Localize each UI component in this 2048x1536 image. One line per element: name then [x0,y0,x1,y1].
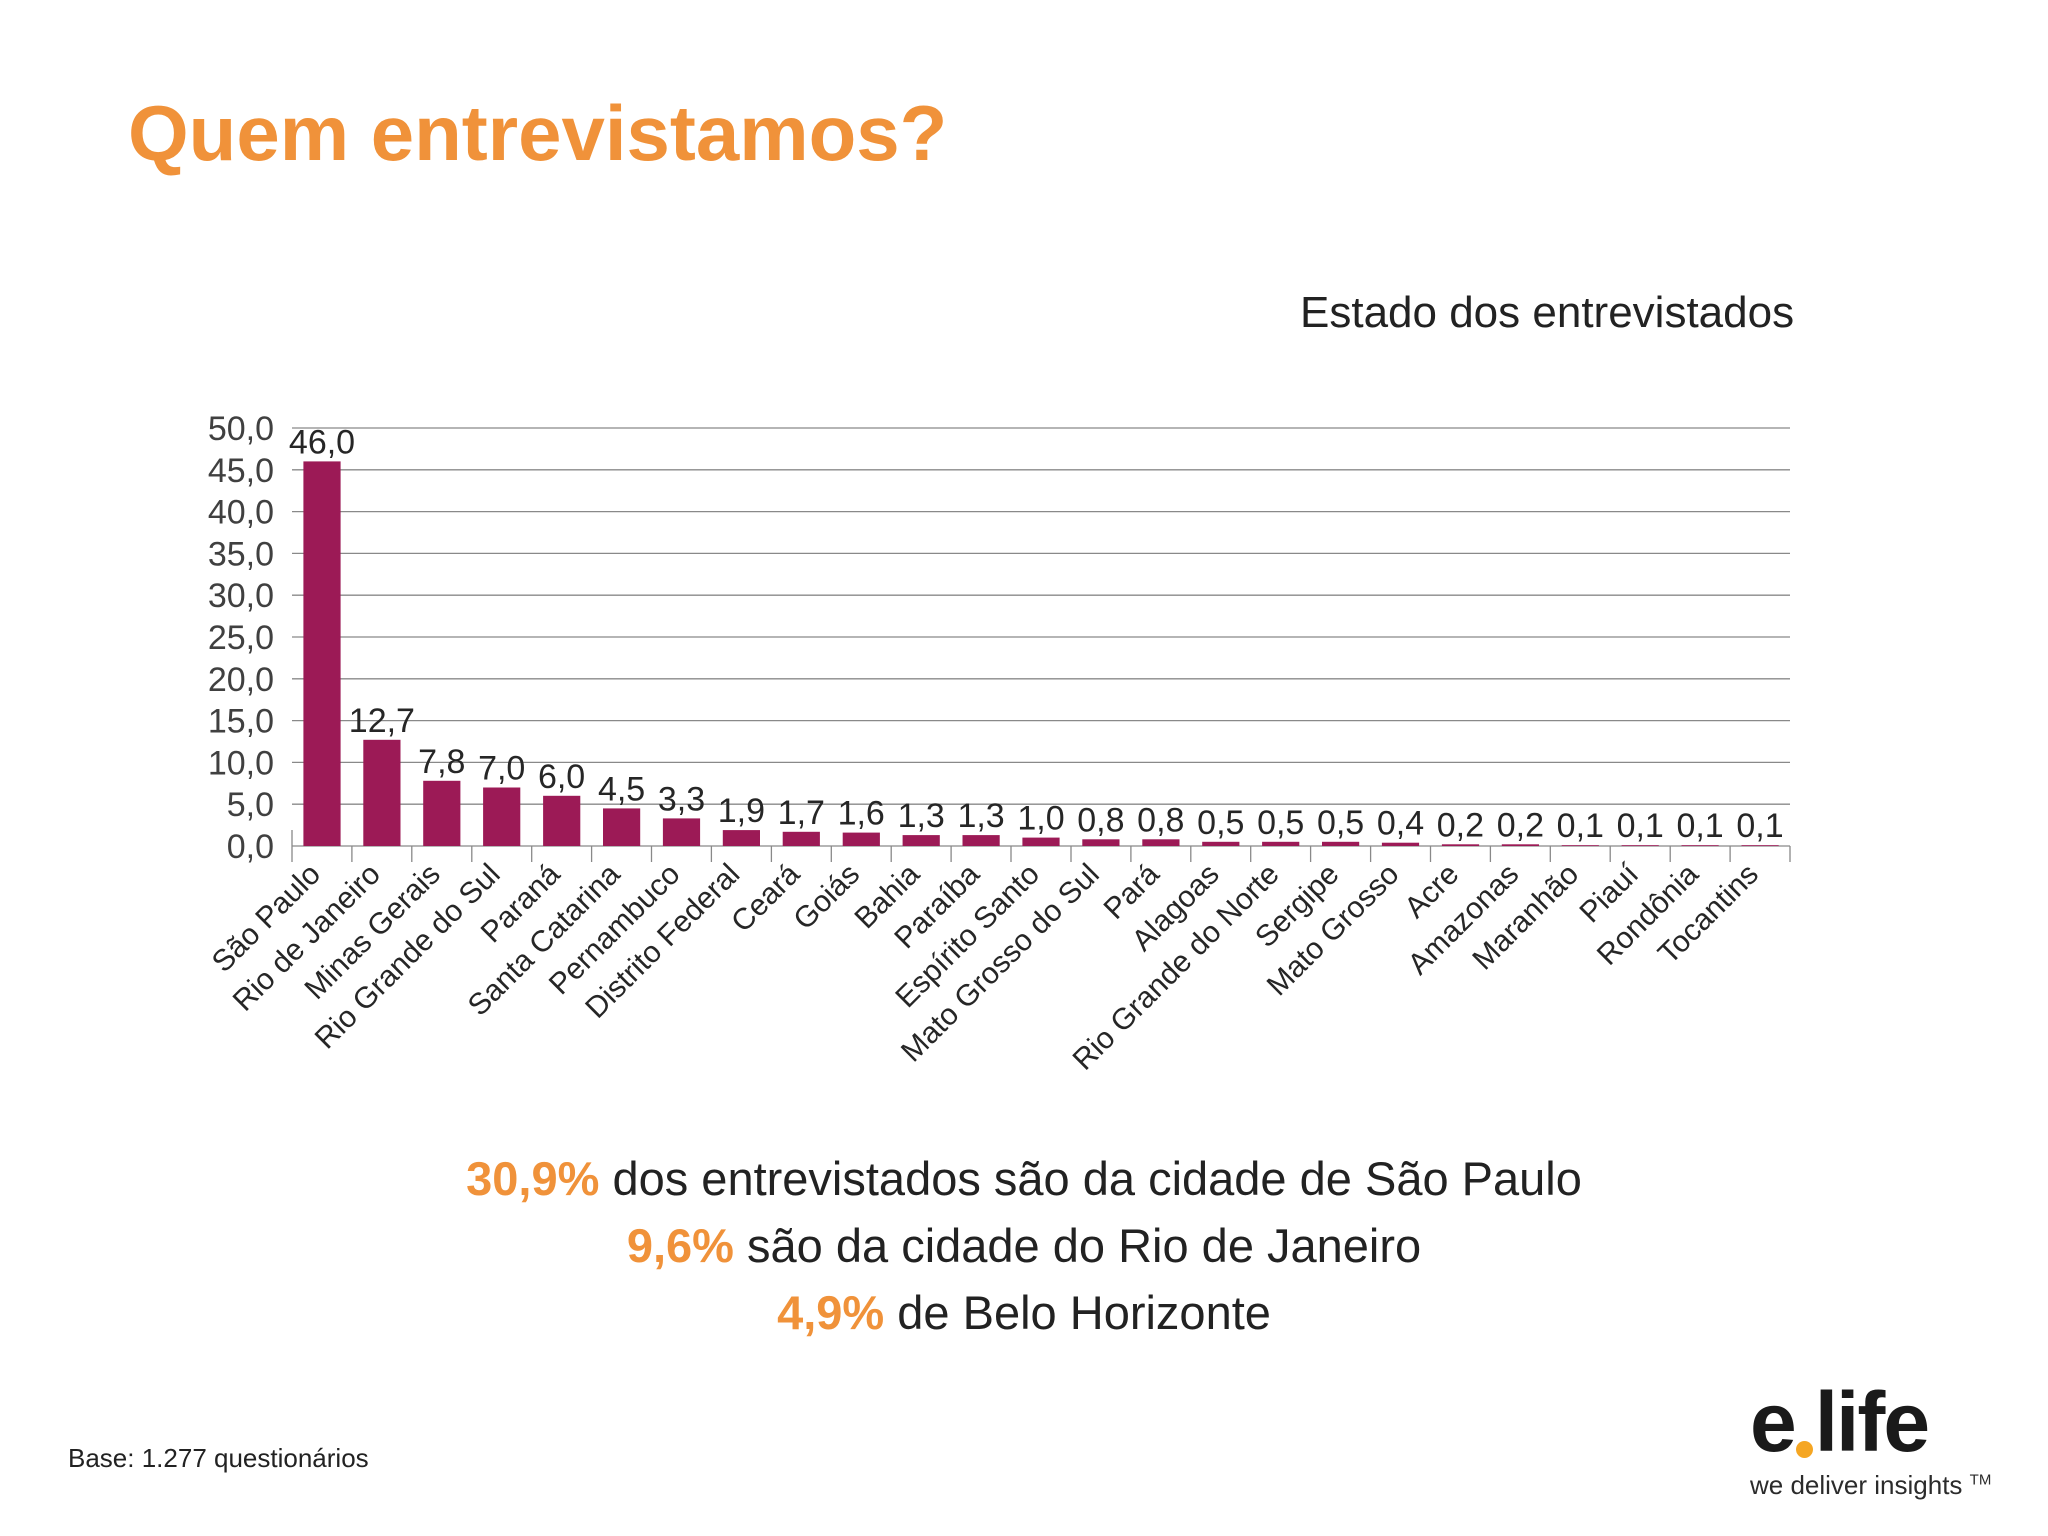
svg-text:7,8: 7,8 [418,743,465,781]
svg-text:1,9: 1,9 [718,792,765,830]
svg-text:1,3: 1,3 [957,797,1004,835]
svg-text:12,7: 12,7 [349,702,415,740]
svg-text:0,5: 0,5 [1257,804,1304,842]
svg-text:0,2: 0,2 [1437,806,1484,844]
svg-text:1,7: 1,7 [778,794,825,832]
svg-text:0,1: 0,1 [1557,807,1604,845]
svg-text:0,4: 0,4 [1377,805,1424,843]
svg-text:20,0: 20,0 [208,661,274,699]
svg-text:1,6: 1,6 [838,795,885,833]
svg-text:7,0: 7,0 [478,750,525,788]
svg-text:6,0: 6,0 [538,758,585,796]
svg-text:46,0: 46,0 [289,423,355,461]
svg-text:25,0: 25,0 [208,619,274,657]
svg-text:0,2: 0,2 [1497,806,1544,844]
svg-text:0,8: 0,8 [1137,801,1184,839]
svg-text:0,1: 0,1 [1617,807,1664,845]
svg-text:10,0: 10,0 [208,744,274,782]
svg-text:50,0: 50,0 [208,410,274,448]
svg-text:0,8: 0,8 [1077,801,1124,839]
svg-text:1,3: 1,3 [898,797,945,835]
svg-text:4,5: 4,5 [598,770,645,808]
svg-text:0,5: 0,5 [1197,804,1244,842]
svg-text:0,1: 0,1 [1676,807,1723,845]
svg-text:0,1: 0,1 [1736,807,1783,845]
svg-text:3,3: 3,3 [658,780,705,818]
svg-text:15,0: 15,0 [208,703,274,741]
svg-text:30,0: 30,0 [208,577,274,615]
svg-text:Ceará: Ceará [725,857,806,938]
svg-text:Goiás: Goiás [787,858,866,937]
svg-text:35,0: 35,0 [208,535,274,573]
svg-text:0,0: 0,0 [227,828,274,866]
svg-text:45,0: 45,0 [208,452,274,490]
svg-text:0,5: 0,5 [1317,804,1364,842]
svg-text:1,0: 1,0 [1017,800,1064,838]
svg-text:40,0: 40,0 [208,494,274,532]
svg-text:5,0: 5,0 [227,786,274,824]
